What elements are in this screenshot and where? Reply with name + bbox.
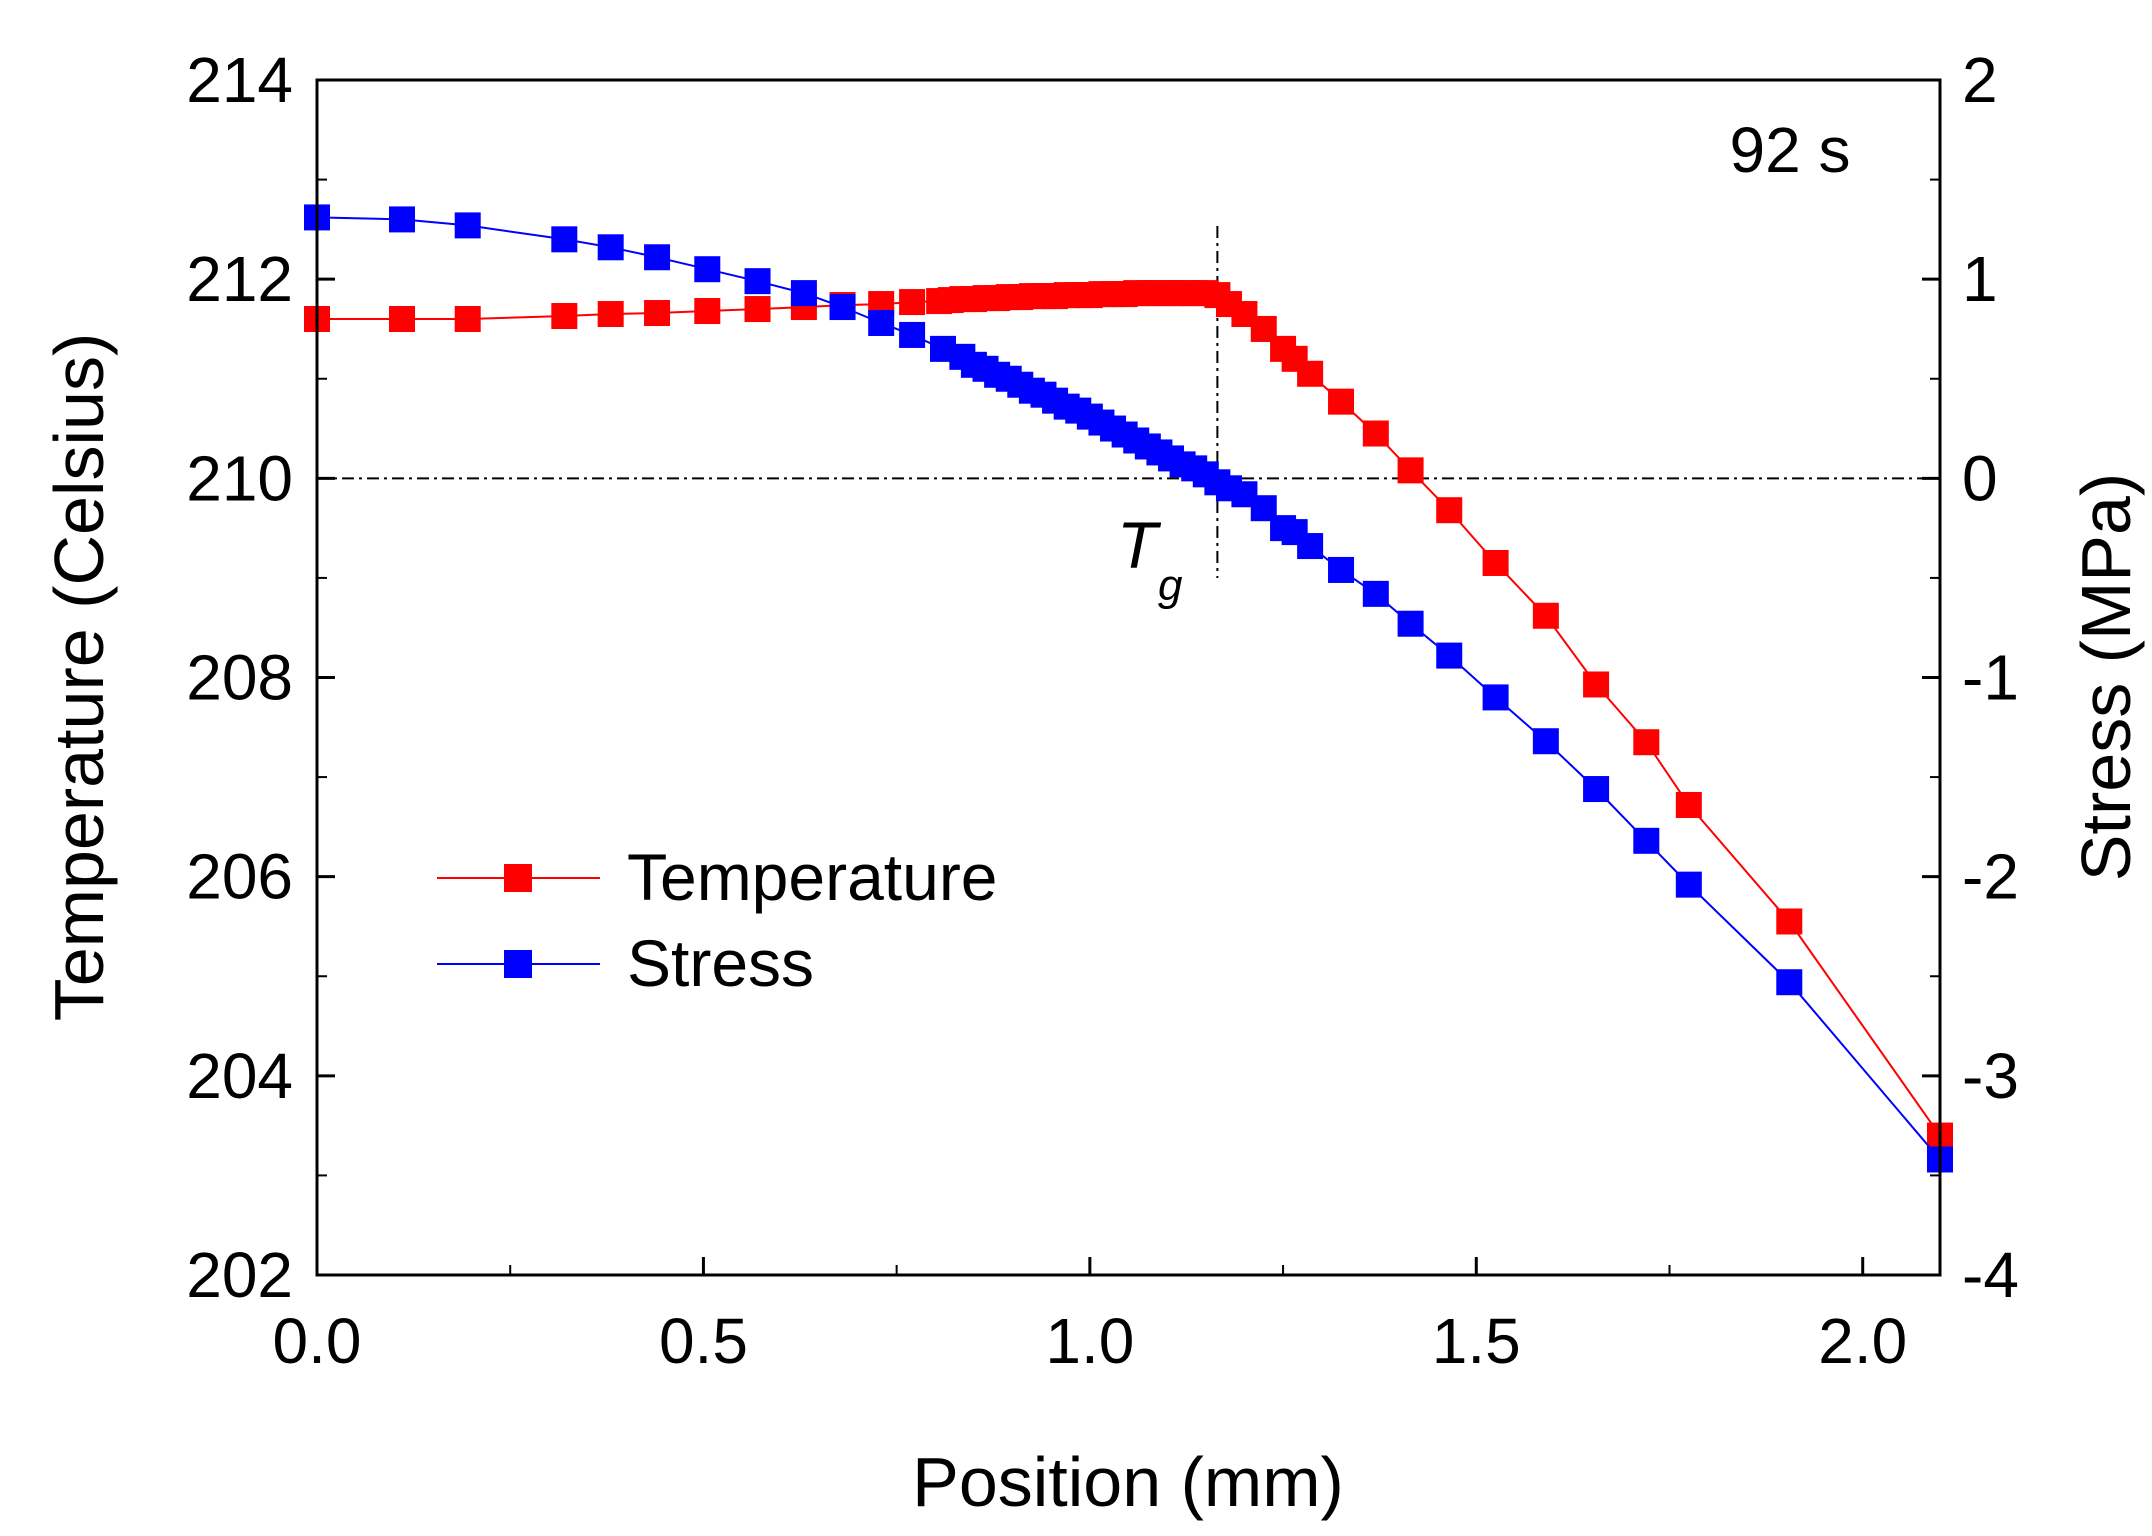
tg-label: T g: [1117, 508, 1183, 610]
stress-point: [1776, 969, 1803, 996]
x-tick-label: 1.5: [1432, 1305, 1521, 1377]
labels-layer: 0.0 0.5 1.0 1.5 2.0202204206208210212214-4-3…: [186, 44, 2019, 1377]
x-tick-label: 0.0: [273, 1305, 362, 1377]
x-axis-title: Position (mm): [912, 1443, 1344, 1521]
legend-temperature-marker: [504, 864, 532, 892]
legend-temperature-label: Temperature: [627, 840, 998, 914]
temperature-point: [1583, 671, 1610, 698]
time-annotation: 92 s: [1730, 114, 1851, 186]
stress-point: [868, 309, 895, 336]
x-tick-label: 2.0: [1818, 1305, 1907, 1377]
temperature-point: [899, 289, 926, 316]
series-layer: [304, 204, 1953, 1173]
stress-point: [597, 234, 624, 261]
y-right-tick-label: -1: [1962, 642, 2019, 714]
temperature-point: [1532, 602, 1559, 629]
plot-frame: [315, 78, 1942, 1277]
stress-point: [1362, 580, 1389, 607]
temperature-point: [744, 296, 771, 323]
stress-series-line: [316, 216, 1941, 1161]
stress-point: [1297, 533, 1324, 560]
y-axis-left-title: Temperature (Celsius): [40, 333, 118, 1022]
y-left-tick-label: 214: [186, 44, 293, 116]
y-right-tick-label: -3: [1962, 1040, 2019, 1112]
y-left-tick-label: 210: [186, 442, 293, 514]
temperature-point: [1482, 549, 1509, 576]
tg-label-main: T: [1117, 508, 1162, 582]
ticks-layer: [315, 78, 1940, 1277]
temperature-point: [597, 301, 624, 328]
temperature-point: [1633, 729, 1660, 756]
y-right-tick-label: 1: [1962, 243, 1998, 315]
legend-stress-marker: [504, 950, 532, 978]
tg-label-sub: g: [1158, 561, 1183, 610]
stress-point: [1436, 642, 1463, 669]
stress-point: [1633, 827, 1660, 854]
temperature-point: [551, 303, 578, 330]
y-left-tick-label: 212: [186, 243, 293, 315]
temperature-point: [694, 298, 721, 325]
legend: Temperature Stress: [437, 840, 998, 1000]
temperature-point: [1362, 420, 1389, 447]
y-right-tick-label: 0: [1962, 442, 1998, 514]
x-tick-label: 0.5: [659, 1305, 748, 1377]
stress-point: [1482, 684, 1509, 711]
y-right-tick-label: 2: [1962, 44, 1998, 116]
temperature-series-line: [317, 292, 1941, 1137]
stress-point: [790, 280, 817, 307]
x-tick-label: 1.0: [1045, 1305, 1134, 1377]
stress-point: [694, 256, 721, 283]
temperature-point: [389, 306, 416, 332]
stress-point: [551, 226, 578, 253]
y-left-tick-label: 206: [186, 841, 293, 913]
y-axis-right-title: Stress (MPa): [2067, 473, 2145, 881]
y-left-tick-label: 204: [186, 1040, 293, 1112]
temperature-point: [1675, 791, 1702, 818]
stress-point: [1532, 728, 1559, 755]
temperature-point: [1436, 497, 1463, 524]
stress-point: [1675, 871, 1702, 898]
legend-stress-label: Stress: [627, 926, 814, 1000]
y-left-tick-label: 202: [186, 1239, 293, 1311]
y-right-tick-label: -4: [1962, 1239, 2019, 1311]
stress-point: [1397, 610, 1424, 637]
y-left-tick-label: 208: [186, 642, 293, 714]
stress-point: [829, 294, 856, 321]
stress-point: [454, 212, 481, 239]
temperature-point: [1776, 908, 1803, 935]
y-right-tick-label: -2: [1962, 841, 2019, 913]
temperature-point: [1297, 360, 1324, 387]
stress-point: [1583, 776, 1610, 803]
temperature-point: [644, 300, 671, 327]
temperature-point: [1397, 457, 1424, 484]
stress-point: [744, 268, 771, 295]
temperature-point: [454, 306, 481, 332]
stress-point: [1328, 556, 1355, 583]
stress-point: [899, 321, 926, 348]
stress-point: [389, 206, 416, 233]
temperature-point: [1328, 388, 1355, 415]
stress-point: [644, 244, 671, 271]
